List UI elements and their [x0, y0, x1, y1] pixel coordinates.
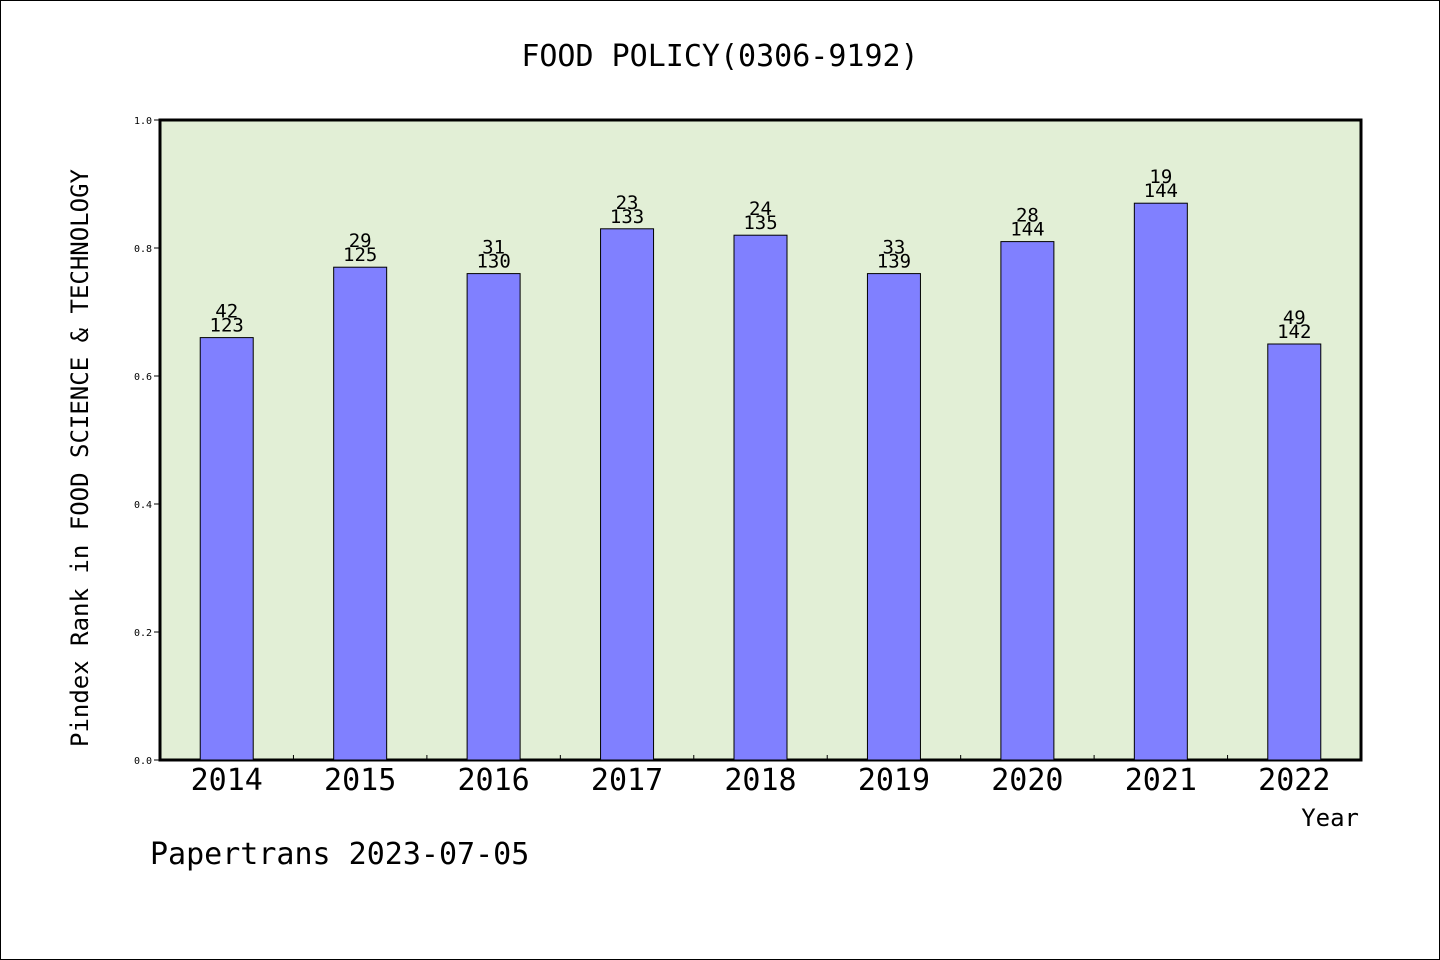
- bars-group: [199, 202, 1322, 761]
- total-label: 135: [743, 212, 777, 234]
- total-label: 144: [1010, 219, 1044, 241]
- x-axis-label: Year: [1301, 804, 1359, 832]
- total-label: 123: [210, 315, 244, 337]
- bar-2018: [733, 234, 788, 761]
- total-label: 144: [1144, 180, 1178, 202]
- x-tick-label: 2019: [858, 763, 930, 798]
- bar-2016: [466, 273, 521, 761]
- total-label: 133: [610, 206, 644, 228]
- y-tick-label: 0.0: [134, 756, 152, 767]
- x-tick-label: 2022: [1258, 763, 1330, 798]
- total-label: 139: [877, 251, 911, 273]
- x-tick-label: 2017: [591, 763, 663, 798]
- x-tick-label: 2014: [191, 763, 263, 798]
- x-tick-label: 2018: [724, 763, 796, 798]
- rank-label: 49: [1283, 307, 1306, 329]
- y-tick-label: 0.2: [134, 628, 152, 639]
- y-axis-ticks: 0.0 0.2 0.4 0.6 0.8 1.0: [134, 116, 160, 767]
- rank-label: 19: [1149, 166, 1172, 188]
- total-label: 130: [476, 251, 510, 273]
- total-label: 142: [1277, 321, 1311, 343]
- y-tick-label: 0.4: [134, 500, 152, 511]
- bar-2021: [1133, 202, 1188, 761]
- bar-2020: [1000, 241, 1055, 761]
- y-tick-label: 1.0: [134, 116, 152, 127]
- rank-label: 33: [882, 237, 905, 259]
- x-axis-ticks: [292, 755, 1229, 760]
- y-axis-label: Pindex Rank in FOOD SCIENCE & TECHNOLOGY: [66, 168, 94, 747]
- total-label: 125: [343, 244, 377, 266]
- x-tick-label: 2021: [1125, 763, 1197, 798]
- y-tick-label: 0.8: [134, 244, 152, 255]
- bar-2014: [199, 337, 254, 761]
- x-tick-label: 2016: [457, 763, 529, 798]
- bar-2022: [1267, 343, 1322, 761]
- x-tick-label: 2015: [324, 763, 396, 798]
- rank-label: 29: [349, 230, 372, 252]
- rank-label: 23: [616, 192, 639, 214]
- footer-credit: Papertrans 2023-07-05: [150, 837, 529, 872]
- rank-label: 31: [482, 237, 505, 259]
- y-tick-label: 0.6: [134, 372, 152, 383]
- rank-label: 42: [215, 301, 238, 323]
- bar-2017: [600, 228, 655, 761]
- bar-2019: [866, 273, 921, 761]
- rank-label: 24: [749, 198, 772, 220]
- x-tick-labels-group: 2014 2015 2016 2017 2018 2019 2020 2021 2022: [191, 763, 1331, 798]
- rank-label: 28: [1016, 205, 1039, 227]
- chart-title: FOOD POLICY(0306-9192): [521, 39, 918, 74]
- x-tick-label: 2020: [991, 763, 1063, 798]
- bar-2015: [333, 266, 388, 761]
